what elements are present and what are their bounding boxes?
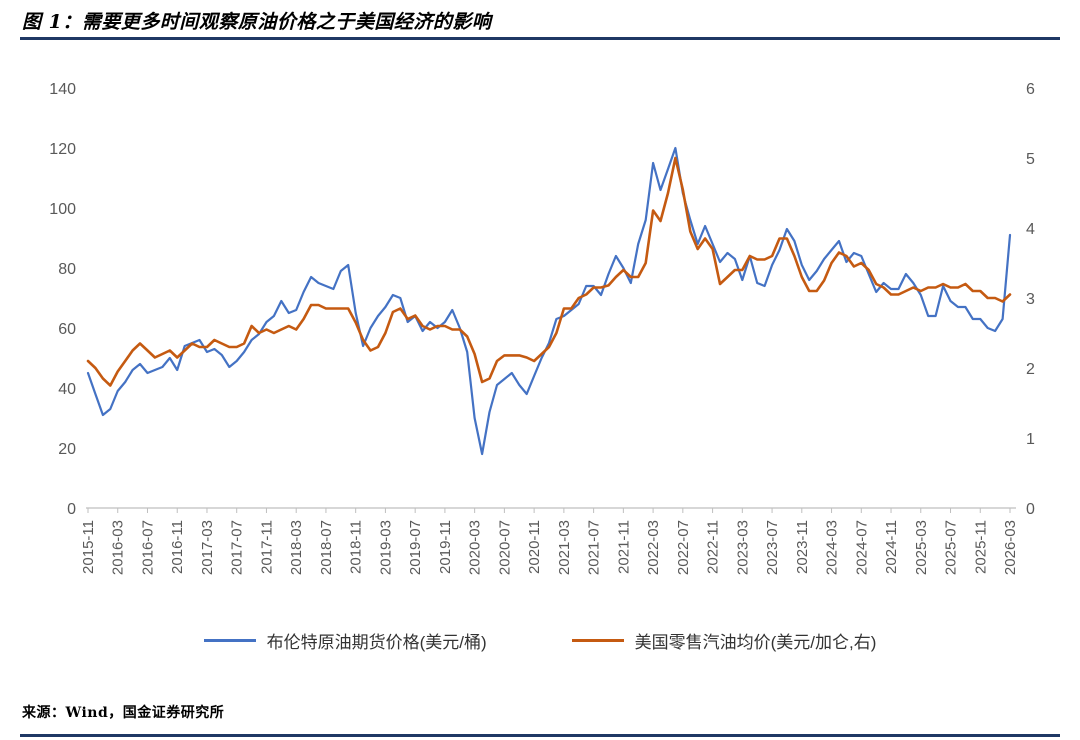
y-axis-tick-right: 2 — [1026, 361, 1035, 378]
legend-item-brent: 布伦特原油期货价格(美元/桶) — [203, 628, 487, 653]
y-axis-tick-right: 3 — [1026, 291, 1035, 308]
x-axis-label: 2021-03 — [556, 520, 573, 575]
dual-axis-line-chart: 0 20 40 60 80 100 120 140 0 1 2 3 4 5 6 2015-11 2016-03 2… — [49, 81, 1035, 575]
title-divider-rule — [20, 37, 1060, 40]
x-axis-label: 2024-11 — [883, 520, 900, 574]
x-axis-label: 2023-03 — [734, 520, 751, 575]
x-axis-label: 2024-07 — [853, 520, 870, 575]
bottom-divider-rule — [20, 734, 1060, 737]
x-axis-label: 2019-07 — [407, 520, 424, 575]
x-axis-label: 2025-07 — [943, 520, 960, 575]
y-axis-tick-left: 80 — [58, 261, 76, 278]
x-axis-label: 2020-11 — [526, 520, 543, 574]
x-axis-label: 2019-03 — [377, 520, 394, 575]
legend-label-brent: 布伦特原油期货价格(美元/桶) — [266, 633, 487, 652]
x-axis-label: 2022-11 — [705, 520, 722, 574]
brent-price-line — [86, 146, 1012, 456]
x-axis-label: 2025-03 — [913, 520, 930, 575]
y-axis-tick-left: 120 — [49, 141, 76, 158]
gasoline-line-swatch — [571, 639, 624, 642]
y-axis-tick-left: 40 — [58, 381, 76, 398]
figure-title: 图 1：需要更多时间观察原油价格之于美国经济的影响 — [22, 11, 492, 33]
source-note: 来源：Wind，国金证券研究所 — [22, 705, 225, 721]
x-axis-label: 2025-11 — [972, 520, 989, 574]
x-axis-label: 2022-07 — [675, 520, 692, 575]
y-axis-tick-right: 4 — [1026, 221, 1035, 238]
gasoline-price-line — [86, 156, 1012, 387]
x-axis-label: 2019-11 — [437, 520, 454, 574]
y-axis-tick-left: 100 — [49, 201, 76, 218]
x-axis-label: 2023-07 — [764, 520, 781, 575]
y-axis-tick-left: 20 — [58, 441, 76, 458]
x-axis-label: 2017-03 — [199, 520, 216, 575]
x-axis-label: 2022-03 — [645, 520, 662, 575]
x-axis-label: 2016-11 — [169, 520, 186, 574]
legend-item-gasoline: 美国零售汽油均价(美元/加仑,右) — [571, 628, 877, 653]
x-axis-label: 2018-07 — [318, 520, 335, 575]
brent-line-swatch — [203, 639, 256, 642]
x-axis-label: 2023-11 — [794, 520, 811, 574]
x-axis-label: 2024-03 — [824, 520, 841, 575]
x-axis-label: 2017-11 — [258, 520, 275, 574]
chart-legend: 布伦特原油期货价格(美元/桶) 美国零售汽油均价(美元/加仑,右) — [20, 628, 1060, 653]
x-axis-label: 2016-03 — [110, 520, 127, 575]
x-axis-label: 2021-07 — [586, 520, 603, 575]
y-axis-tick-left: 60 — [58, 321, 76, 338]
legend-label-gasoline: 美国零售汽油均价(美元/加仑,右) — [634, 633, 877, 652]
x-axis-label: 2021-11 — [615, 520, 632, 574]
x-axis-label: 2016-07 — [139, 520, 156, 575]
x-axis-label: 2015-11 — [80, 520, 97, 574]
y-axis-tick-right: 5 — [1026, 151, 1035, 168]
x-axis-label: 2018-11 — [348, 520, 365, 574]
x-axis-label: 2026-03 — [1002, 520, 1019, 575]
x-axis-label: 2020-07 — [496, 520, 513, 575]
x-axis-label: 2020-03 — [467, 520, 484, 575]
y-axis-tick-right: 1 — [1026, 431, 1035, 448]
x-axis-label: 2018-03 — [288, 520, 305, 575]
y-axis-tick-left: 140 — [49, 81, 76, 98]
y-axis-tick-right: 0 — [1026, 501, 1035, 518]
y-axis-tick-left: 0 — [67, 501, 76, 518]
y-axis-tick-right: 6 — [1026, 81, 1035, 98]
x-axis-label: 2017-07 — [229, 520, 246, 575]
